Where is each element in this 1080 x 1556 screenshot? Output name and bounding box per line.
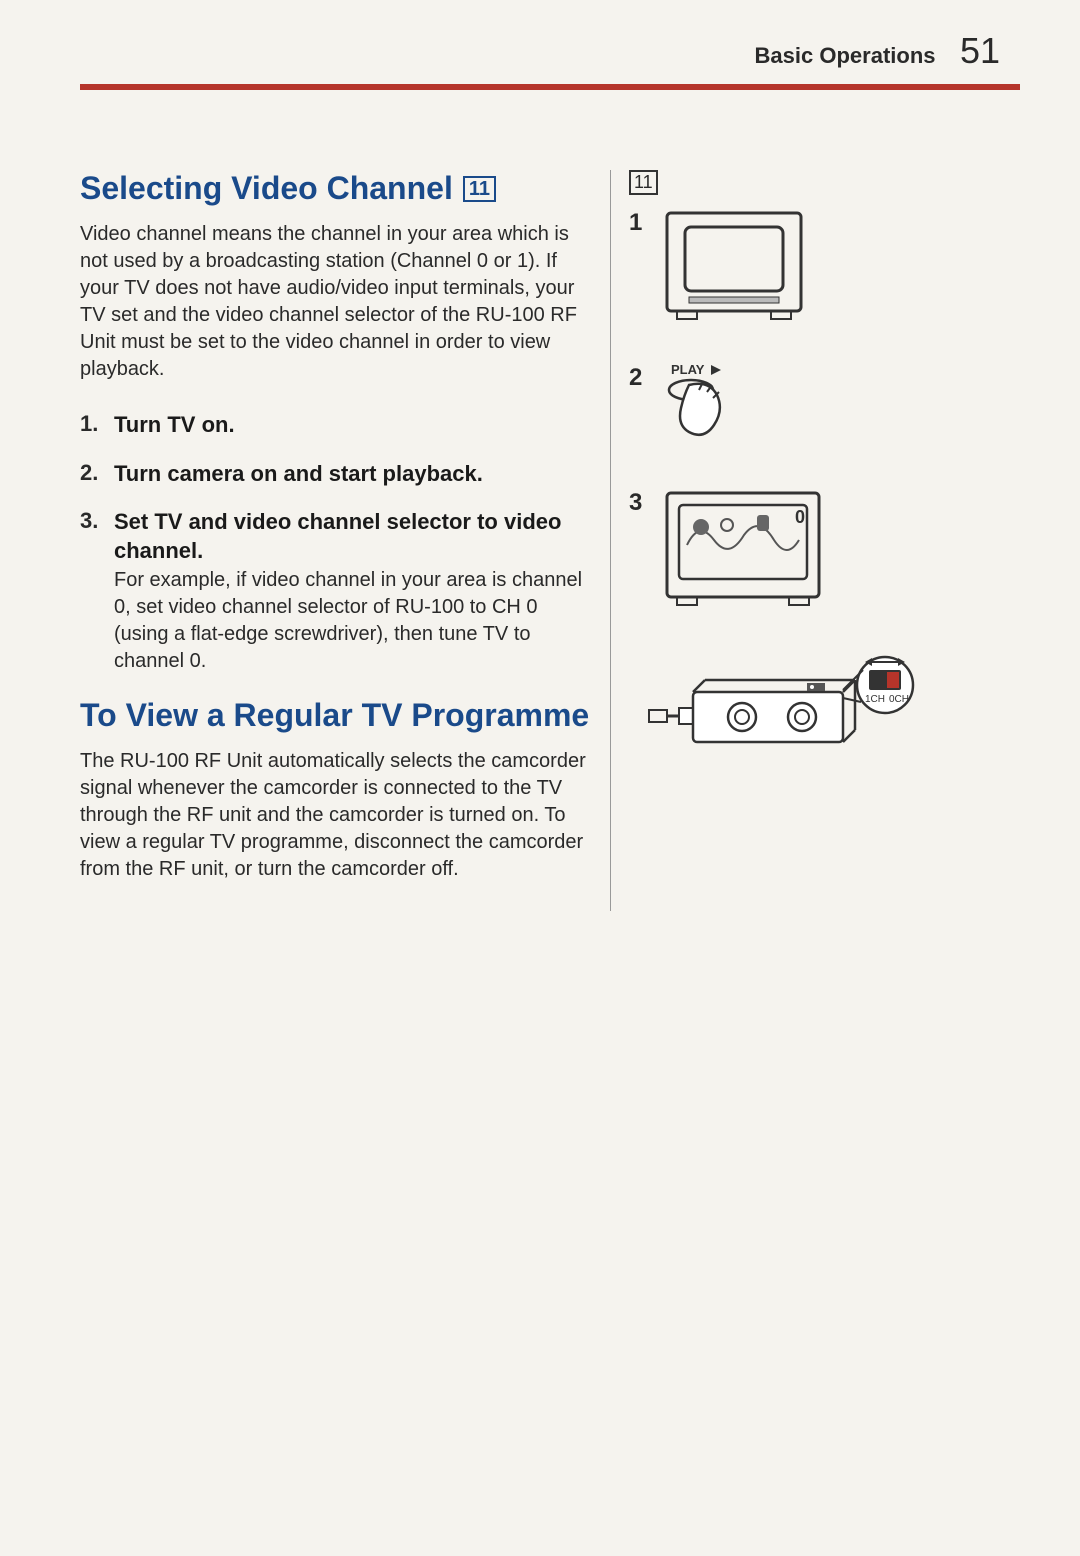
tv-channel-icon: 0 xyxy=(659,485,940,620)
header-rule xyxy=(80,84,1020,90)
ch-label-0: 0CH xyxy=(889,694,909,705)
play-hand-icon: PLAY xyxy=(659,360,940,455)
rf-unit-icon: 1CH 0CH xyxy=(647,650,940,765)
step-2: 2. Turn camera on and start playback. xyxy=(80,460,590,489)
diagram-label: 1 xyxy=(629,209,659,237)
section1-intro: Video channel means the channel in your … xyxy=(80,221,590,383)
play-label: PLAY xyxy=(671,362,705,377)
channel-number: 0 xyxy=(795,507,805,527)
tv-icon xyxy=(659,205,940,330)
step-num: 2. xyxy=(80,460,114,489)
step-num: 3. xyxy=(80,508,114,675)
step-1: 1. Turn TV on. xyxy=(80,411,590,440)
diagram-3: 3 0 xyxy=(629,485,940,620)
section1-ref-box: 11 xyxy=(463,176,496,202)
page-header: Basic Operations 51 xyxy=(80,30,1020,84)
step-title: Set TV and video channel selector to vid… xyxy=(114,508,590,565)
diagram-label: 2 xyxy=(629,364,659,392)
section1-title-text: Selecting Video Channel xyxy=(80,170,453,207)
diagram-column: 11 1 2 xyxy=(610,170,940,911)
step-title: Turn camera on and start playback. xyxy=(114,460,590,489)
step-3: 3. Set TV and video channel selector to … xyxy=(80,508,590,675)
diagram-ref-box: 11 xyxy=(629,170,658,195)
main-text-column: Selecting Video Channel 11 Video channel… xyxy=(80,170,610,911)
step-title: Turn TV on. xyxy=(114,411,590,440)
section2-intro: The RU-100 RF Unit automatically selects… xyxy=(80,748,590,883)
section2-title: To View a Regular TV Programme xyxy=(80,697,590,734)
section2-title-text: To View a Regular TV Programme xyxy=(80,697,589,734)
step-desc: For example, if video channel in your ar… xyxy=(114,567,590,675)
header-section-label: Basic Operations xyxy=(755,43,936,68)
step-num: 1. xyxy=(80,411,114,440)
diagram-1: 1 xyxy=(629,205,940,330)
section1-title: Selecting Video Channel 11 xyxy=(80,170,590,207)
diagram-label: 3 xyxy=(629,489,659,517)
diagram-2: 2 PLAY xyxy=(629,360,940,455)
page-number: 51 xyxy=(960,30,1000,71)
diagram-rf-unit: 1CH 0CH xyxy=(647,650,940,765)
ch-label-1: 1CH xyxy=(865,694,885,705)
